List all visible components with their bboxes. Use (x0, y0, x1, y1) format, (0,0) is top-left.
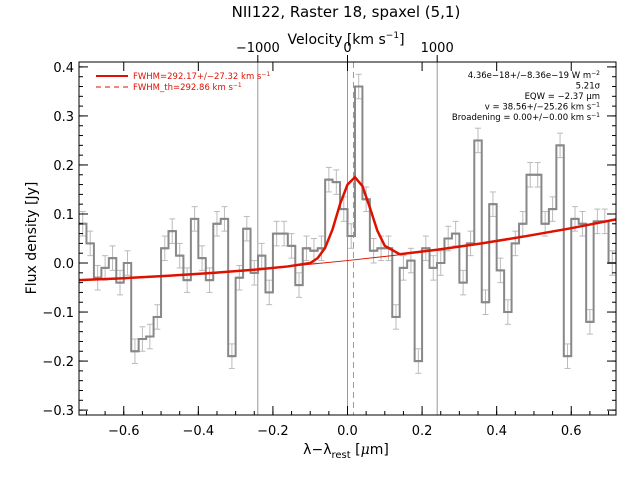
x-axis-label: λ−λrest [μm] (303, 442, 389, 461)
top-tick-label: 1000 (421, 41, 454, 56)
annotation-line: EQW = −2.37 μm (525, 92, 600, 102)
top-tick-label: 0 (343, 41, 351, 56)
x-tick-label: 0.2 (412, 424, 433, 439)
annotation-line: 4.36e−18+/−8.36e−19 W m−2 (468, 70, 600, 81)
annotation-sup: −2 (591, 70, 600, 77)
x-axis-label-unit-mu: μ (361, 442, 370, 458)
x-tick-label: 0.4 (486, 424, 507, 439)
y-tick-label: −0.3 (42, 404, 74, 419)
y-tick-label: 0.0 (53, 257, 74, 272)
x-tick-label: 0.6 (561, 424, 582, 439)
annotation-text: EQW = −2.37 μm (525, 92, 600, 102)
x-tick-label: −0.6 (108, 424, 140, 439)
y-tick-label: 0.1 (53, 208, 74, 223)
legend-entry-text: FWHM=292.17+/−27.32 km s (133, 72, 262, 82)
annotation-text: 5.21σ (576, 82, 601, 92)
top-axis-label: Velocity [km s−1] (287, 31, 404, 48)
y-tick-label: 0.4 (53, 61, 74, 76)
annotation-line: 5.21σ (576, 82, 601, 92)
legend: FWHM=292.17+/−27.32 km s−1FWHM_th=292.86… (96, 71, 270, 93)
axes: −0.6 −0.4 −0.2 0.0 0.2 0.4 0.6 −0.3 −0.2 −0.1 0.0 0… (42, 41, 616, 439)
annotation-text: 4.36e−18+/−8.36e−19 W m (468, 71, 591, 81)
top-tick-label: −1000 (236, 41, 280, 56)
top-axis-label-main: Velocity [km s (287, 32, 385, 48)
legend-entry-sup: −1 (261, 71, 270, 78)
y-tick-label: 0.3 (53, 110, 74, 125)
y-tick-label: 0.2 (53, 159, 74, 174)
top-axis-label-close: ] (399, 32, 404, 48)
annotation-text: v = 38.56+/−25.26 km s (485, 103, 592, 113)
legend-entry-text: FWHM_th=292.86 km s (133, 83, 233, 93)
y-axis-label: Flux density [Jy] (24, 182, 40, 295)
fit-line (78, 175, 617, 282)
annotation-sup: −1 (591, 102, 600, 109)
annotation-text: Broadening = 0.00+/−0.00 km s (452, 113, 592, 123)
legend-entry: FWHM_th=292.86 km s−1 (133, 82, 242, 93)
x-tick-label: −0.2 (257, 424, 289, 439)
x-axis-label-unit-open: [ (351, 442, 361, 458)
y-tick-label: −0.1 (42, 306, 74, 321)
legend-entry-sup: −1 (233, 82, 242, 89)
annotation-line: v = 38.56+/−25.26 km s−1 (485, 102, 600, 113)
legend-entry: FWHM=292.17+/−27.32 km s−1 (133, 71, 270, 82)
x-axis-label-main: λ−λ (303, 442, 331, 458)
annotation-sup: −1 (591, 112, 600, 119)
reference-lines (257, 62, 438, 415)
x-axis-label-sub: rest (331, 450, 350, 461)
annotation-line: Broadening = 0.00+/−0.00 km s−1 (452, 112, 600, 123)
y-tick-label: −0.2 (42, 355, 74, 370)
x-tick-label: −0.4 (183, 424, 215, 439)
x-tick-label: 0.0 (337, 424, 358, 439)
x-axis-label-unit-close: m] (370, 442, 389, 458)
chart-title: NII122, Raster 18, spaxel (5,1) (232, 3, 461, 21)
top-axis-label-exp: −1 (386, 31, 399, 41)
